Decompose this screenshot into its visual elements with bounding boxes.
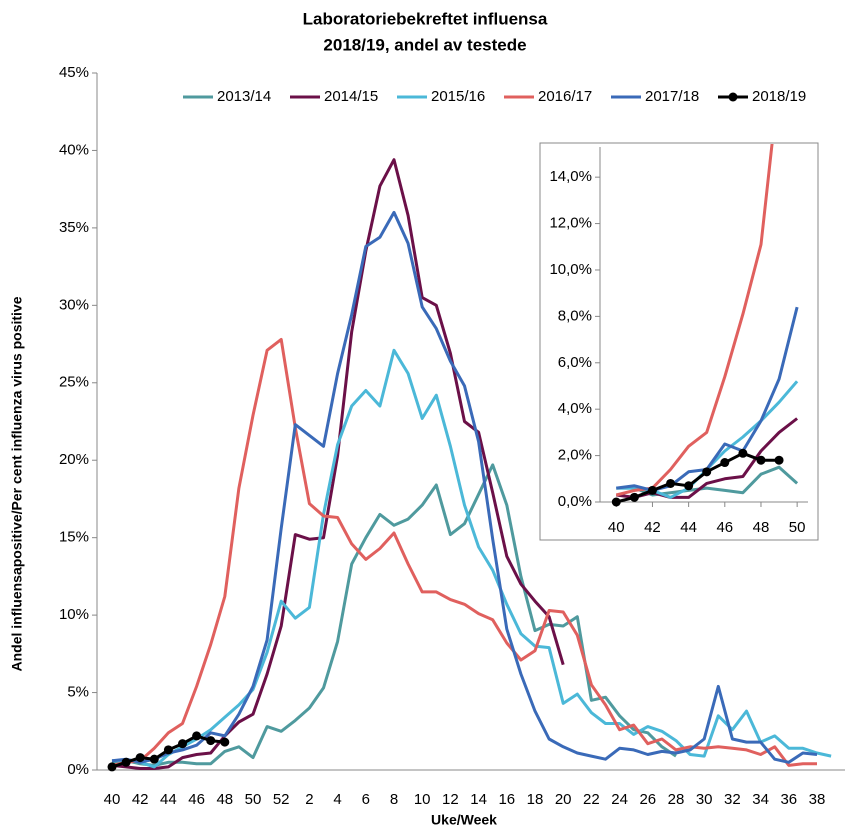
chart-title: Laboratoriebekreftet influensa [303,9,548,28]
y-tick-label: 0% [67,761,89,778]
series-marker [684,481,694,491]
series-line [111,463,677,767]
y-tick-label: 30% [59,296,89,313]
series-marker [149,754,159,764]
chart-subtitle: 2018/19, andel av testede [323,35,526,54]
series-line [112,348,832,769]
series-marker [121,757,131,767]
series-line [111,158,565,770]
legend-label: 2017/18 [645,88,699,105]
series-line [111,337,817,767]
x-tick-label: 46 [716,519,733,536]
x-tick-label: 42 [132,791,149,808]
x-tick-label: 48 [216,791,233,808]
legend-label: 2018/19 [752,88,806,105]
series-marker [135,753,145,763]
x-tick-label: 4 [333,791,341,808]
y-tick-label: 0,0% [558,493,592,510]
x-tick-label: 16 [498,791,515,808]
y-tick-label: 8,0% [558,307,592,324]
x-tick-label: 40 [104,791,121,808]
x-tick-label: 42 [644,519,661,536]
legend-label: 2015/16 [431,88,485,105]
series-line [615,451,780,504]
y-tick-label: 10,0% [549,261,592,278]
x-tick-label: 52 [273,791,290,808]
x-tick-label: 20 [555,791,572,808]
x-tick-label: 12 [442,791,459,808]
x-tick-label: 2 [305,791,313,808]
x-tick-label: 44 [680,519,697,536]
series-marker [738,448,748,458]
y-tick-label: 5% [67,684,89,701]
x-tick-label: 28 [668,791,685,808]
x-tick-label: 26 [639,791,656,808]
series-line [111,210,818,764]
series-marker [720,458,730,468]
y-tick-label: 2,0% [558,447,592,464]
y-tick-label: 6,0% [558,354,592,371]
series-marker [611,497,621,507]
y-tick-label: 20% [59,451,89,468]
series-marker [163,745,173,755]
x-axis-title: Uke/Week [431,812,497,828]
y-tick-label: 40% [59,141,89,158]
x-tick-label: 50 [789,519,806,536]
x-tick-label: 40 [608,519,625,536]
legend-label: 2016/17 [538,88,592,105]
y-tick-label: 35% [59,219,89,236]
series-marker [107,762,117,772]
series-marker [220,737,230,747]
x-tick-label: 8 [390,791,398,808]
y-tick-label: 12,0% [549,215,592,232]
x-tick-label: 10 [414,791,431,808]
x-tick-label: 38 [809,791,826,808]
series-marker [666,478,676,488]
x-tick-label: 14 [470,791,487,808]
x-tick-label: 22 [583,791,600,808]
series-marker [192,731,202,741]
inset-frame [539,142,819,541]
y-tick-label: 25% [59,374,89,391]
series-marker [629,492,639,502]
x-tick-label: 30 [696,791,713,808]
y-axis-title: Andel influensapositive/Per cent influen… [9,296,25,671]
legend-label: 2013/14 [217,88,271,105]
series-marker [702,467,712,477]
series-marker [647,485,657,495]
x-tick-label: 34 [752,791,769,808]
y-tick-label: 10% [59,606,89,623]
x-tick-label: 36 [780,791,797,808]
x-tick-label: 6 [362,791,370,808]
series-marker [756,455,766,465]
y-tick-label: 4,0% [558,400,592,417]
legend-marker [728,92,738,102]
series-marker [774,455,784,465]
legend-label: 2014/15 [324,88,378,105]
x-tick-label: 46 [188,791,205,808]
x-tick-label: 32 [724,791,741,808]
x-tick-label: 24 [611,791,628,808]
plot-area [107,158,832,772]
x-tick-label: 50 [245,791,262,808]
y-tick-label: 14,0% [549,168,592,185]
x-tick-label: 18 [527,791,544,808]
series-marker [206,736,216,746]
y-tick-label: 15% [59,529,89,546]
y-tick-label: 45% [59,64,89,81]
plot-area [611,144,799,507]
series-marker [178,739,187,749]
x-tick-label: 44 [160,791,177,808]
x-tick-label: 48 [753,519,770,536]
